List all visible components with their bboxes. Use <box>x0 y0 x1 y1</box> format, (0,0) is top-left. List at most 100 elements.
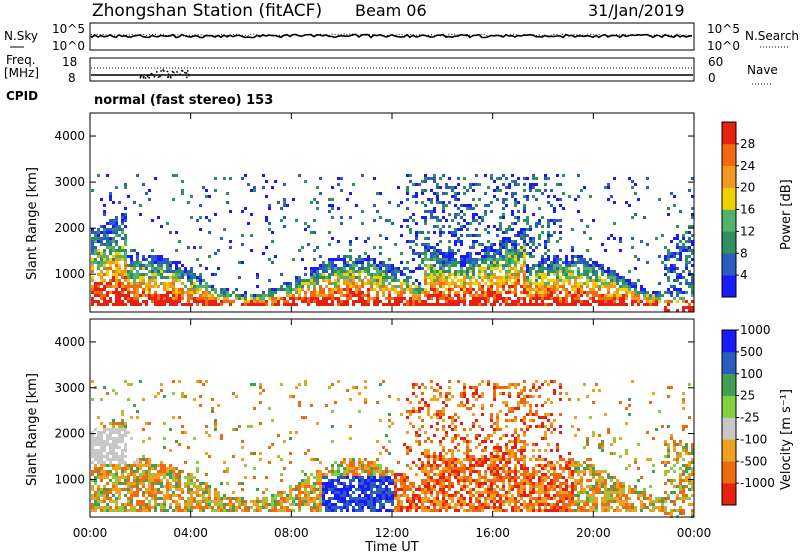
heatmap-cell <box>466 491 469 494</box>
heatmap-cell <box>691 276 694 279</box>
heatmap-cell <box>547 291 550 294</box>
heatmap-cell <box>493 473 496 476</box>
heatmap-cell <box>463 204 466 207</box>
colorbar-tick-label: 20 <box>740 181 755 195</box>
heatmap-cell <box>445 467 448 470</box>
heatmap-cell <box>181 431 184 434</box>
heatmap-cell <box>145 422 148 425</box>
heatmap-cell <box>385 237 388 240</box>
heatmap-cell <box>448 258 451 261</box>
heatmap-cell <box>265 503 268 506</box>
heatmap-cell <box>121 434 124 437</box>
heatmap-cell <box>409 500 412 503</box>
heatmap-cell <box>526 270 529 273</box>
heatmap-cell <box>676 246 679 249</box>
nave-scatter-dot <box>167 73 170 76</box>
heatmap-cell <box>610 294 613 297</box>
heatmap-cell <box>535 183 538 186</box>
heatmap-cell <box>478 473 481 476</box>
heatmap-cell <box>439 267 442 270</box>
heatmap-cell <box>682 246 685 249</box>
heatmap-cell <box>373 303 376 306</box>
heatmap-cell <box>190 279 193 282</box>
heatmap-cell <box>436 383 439 386</box>
nave-label: Nave <box>747 63 778 77</box>
heatmap-cell <box>517 219 520 222</box>
heatmap-cell <box>223 497 226 500</box>
heatmap-cell <box>124 431 127 434</box>
heatmap-cell <box>94 240 97 243</box>
heatmap-cell <box>100 431 103 434</box>
heatmap-cell <box>445 300 448 303</box>
heatmap-cell <box>178 488 181 491</box>
heatmap-cell <box>562 174 565 177</box>
heatmap-cell <box>394 488 397 491</box>
heatmap-cell <box>391 279 394 282</box>
heatmap-cell <box>412 494 415 497</box>
heatmap-cell <box>406 189 409 192</box>
heatmap-cell <box>433 258 436 261</box>
heatmap-cell <box>406 282 409 285</box>
heatmap-cell <box>373 300 376 303</box>
heatmap-cell <box>112 422 115 425</box>
heatmap-cell <box>337 488 340 491</box>
heatmap-cell <box>475 419 478 422</box>
heatmap-cell <box>103 303 106 306</box>
heatmap-cell <box>100 252 103 255</box>
heatmap-cell <box>466 270 469 273</box>
heatmap-cell <box>130 273 133 276</box>
heatmap-cell <box>130 270 133 273</box>
heatmap-cell <box>205 189 208 192</box>
heatmap-cell <box>484 461 487 464</box>
heatmap-cell <box>94 291 97 294</box>
heatmap-cell <box>505 249 508 252</box>
heatmap-cell <box>331 204 334 207</box>
heatmap-cell <box>418 231 421 234</box>
heatmap-cell <box>472 183 475 186</box>
heatmap-cell <box>274 509 277 512</box>
heatmap-cell <box>457 479 460 482</box>
heatmap-cell <box>358 506 361 509</box>
heatmap-cell <box>499 177 502 180</box>
heatmap-cell <box>187 288 190 291</box>
heatmap-cell <box>148 464 151 467</box>
heatmap-cell <box>331 267 334 270</box>
heatmap-cell <box>448 288 451 291</box>
heatmap-cell <box>505 303 508 306</box>
heatmap-cell <box>370 273 373 276</box>
nave-scatter-dot <box>146 75 149 78</box>
heatmap-cell <box>607 270 610 273</box>
heatmap-cell <box>487 503 490 506</box>
heatmap-cell <box>241 243 244 246</box>
heatmap-cell <box>691 309 694 312</box>
heatmap-cell <box>127 288 130 291</box>
heatmap-cell <box>418 297 421 300</box>
heatmap-cell <box>148 506 151 509</box>
heatmap-cell <box>154 282 157 285</box>
heatmap-cell <box>670 270 673 273</box>
heatmap-cell <box>481 476 484 479</box>
heatmap-cell <box>685 300 688 303</box>
heatmap-cell <box>190 276 193 279</box>
heatmap-cell <box>115 467 118 470</box>
heatmap-cell <box>298 288 301 291</box>
heatmap-cell <box>298 488 301 491</box>
heatmap-cell <box>97 267 100 270</box>
heatmap-cell <box>427 231 430 234</box>
heatmap-cell <box>184 303 187 306</box>
heatmap-cell <box>397 291 400 294</box>
colorbar-tick-label: 8 <box>740 246 748 260</box>
heatmap-cell <box>307 491 310 494</box>
heatmap-cell <box>367 264 370 267</box>
heatmap-cell <box>448 494 451 497</box>
heatmap-cell <box>490 452 493 455</box>
heatmap-cell <box>184 476 187 479</box>
heatmap-cell <box>364 470 367 473</box>
heatmap-cell <box>280 497 283 500</box>
heatmap-cell <box>199 276 202 279</box>
heatmap-cell <box>358 458 361 461</box>
heatmap-cell <box>211 509 214 512</box>
heatmap-cell <box>487 479 490 482</box>
heatmap-cell <box>319 470 322 473</box>
heatmap-cell <box>511 273 514 276</box>
